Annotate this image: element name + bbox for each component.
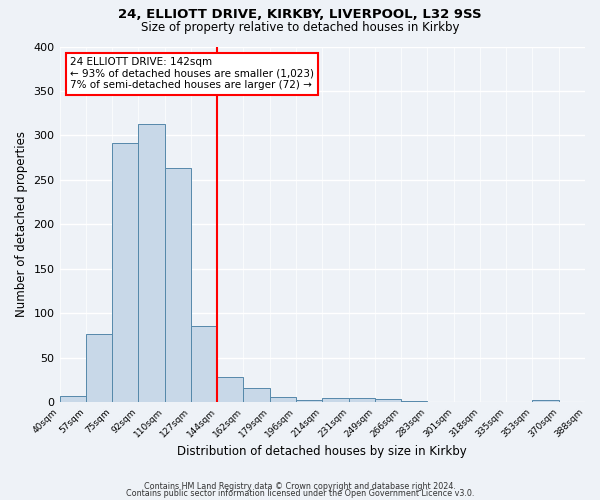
- X-axis label: Distribution of detached houses by size in Kirkby: Distribution of detached houses by size …: [178, 444, 467, 458]
- Text: 24, ELLIOTT DRIVE, KIRKBY, LIVERPOOL, L32 9SS: 24, ELLIOTT DRIVE, KIRKBY, LIVERPOOL, L3…: [118, 8, 482, 20]
- Bar: [217, 377, 244, 402]
- Y-axis label: Number of detached properties: Number of detached properties: [15, 131, 28, 317]
- Bar: [375, 400, 401, 402]
- Bar: [270, 396, 296, 402]
- Bar: [59, 396, 86, 402]
- Bar: [139, 124, 164, 402]
- Bar: [191, 326, 217, 402]
- Bar: [532, 400, 559, 402]
- Bar: [349, 398, 375, 402]
- Bar: [164, 168, 191, 402]
- Text: Contains HM Land Registry data © Crown copyright and database right 2024.: Contains HM Land Registry data © Crown c…: [144, 482, 456, 491]
- Bar: [322, 398, 349, 402]
- Text: 24 ELLIOTT DRIVE: 142sqm
← 93% of detached houses are smaller (1,023)
7% of semi: 24 ELLIOTT DRIVE: 142sqm ← 93% of detach…: [70, 57, 314, 90]
- Text: Contains public sector information licensed under the Open Government Licence v3: Contains public sector information licen…: [126, 490, 474, 498]
- Bar: [401, 401, 427, 402]
- Bar: [244, 388, 270, 402]
- Bar: [86, 334, 112, 402]
- Bar: [112, 144, 139, 402]
- Text: Size of property relative to detached houses in Kirkby: Size of property relative to detached ho…: [141, 21, 459, 34]
- Bar: [296, 400, 322, 402]
